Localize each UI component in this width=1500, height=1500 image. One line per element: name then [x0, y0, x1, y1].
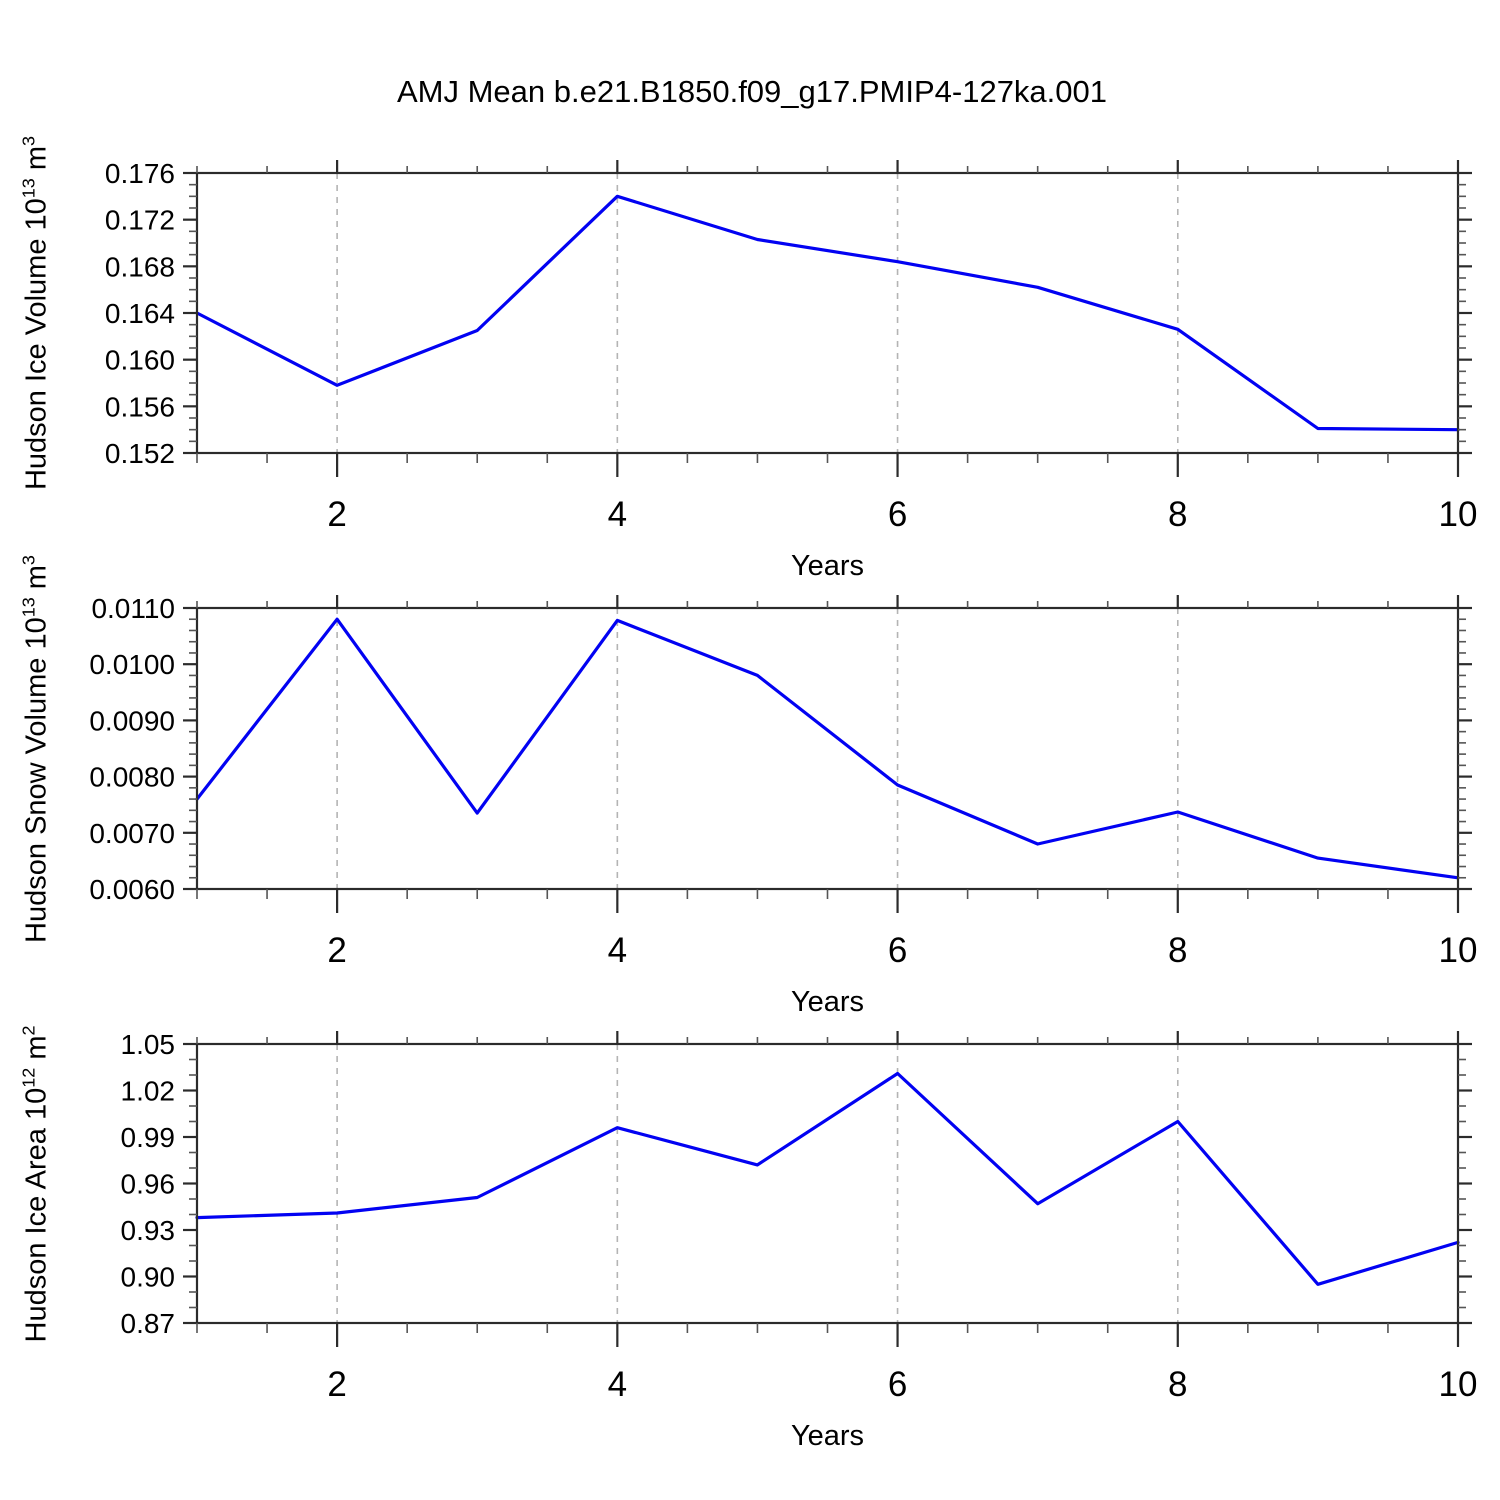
- data-line-series: [195, 617, 1460, 880]
- y-tick-label: 0.93: [121, 1215, 176, 1246]
- x-tick-label: 10: [1439, 495, 1478, 534]
- y-tick-label: 0.0060: [89, 874, 175, 905]
- axis-frame: [195, 171, 1460, 455]
- y-tick-label: 0.156: [105, 391, 175, 422]
- y-tick-label: 0.0080: [89, 762, 175, 793]
- axis-frame: [195, 606, 1460, 891]
- x-tick-label: 6: [888, 495, 907, 534]
- x-tick-label: 2: [327, 495, 346, 534]
- x-tick-label: 4: [608, 1365, 627, 1404]
- x-tick-label: 10: [1439, 931, 1478, 970]
- y-tick-label: 0.172: [105, 205, 175, 236]
- y-tick-label: 0.168: [105, 251, 175, 282]
- y-axis-label: Hudson Ice Volume 1013 m3: [18, 135, 53, 491]
- data-line-series: [195, 1071, 1460, 1286]
- y-tick-label: 0.90: [121, 1262, 176, 1293]
- panel-3: 1.05 1.02 0.99 0.96 0.93 0.90 0.87 2 4 6 8 10 Years: [121, 1029, 1478, 1452]
- x-tick-label: 6: [888, 931, 907, 970]
- y-axis-label: Hudson Ice Area 1012 m2: [18, 1025, 53, 1342]
- y-tick-label: 1.02: [121, 1076, 176, 1107]
- x-tick-label: 4: [608, 495, 627, 534]
- y-tick-label: 0.96: [121, 1169, 176, 1200]
- x-tick-label: 8: [1168, 1365, 1187, 1404]
- y-tick-label: 0.87: [121, 1308, 176, 1339]
- x-axis-label: Years: [791, 1420, 864, 1452]
- x-tick-label: 8: [1168, 495, 1187, 534]
- x-tick-label: 4: [608, 931, 627, 970]
- y-tick-label: 0.164: [105, 298, 175, 329]
- y-tick-label: 0.152: [105, 438, 175, 469]
- axis-frame: [195, 1042, 1460, 1325]
- chart-title: AMJ Mean b.e21.B1850.f09_g17.PMIP4-127ka…: [396, 74, 1108, 109]
- y-tick-label: 0.0090: [89, 705, 175, 736]
- y-tick-label: 0.0110: [91, 593, 175, 624]
- data-line-series: [195, 194, 1460, 432]
- y-axis-label: Hudson Snow Volume 1013 m3: [18, 554, 53, 943]
- x-tick-label: 2: [327, 931, 346, 970]
- panel-2: 0.0110 0.0100 0.0090 0.0080 0.0070 0.0060 2 4 6 8…: [89, 593, 1477, 1018]
- y-tick-label: 0.0100: [89, 649, 175, 680]
- x-tick-label: 2: [327, 1365, 346, 1404]
- x-tick-label: 6: [888, 1365, 907, 1404]
- y-tick-label: 0.99: [121, 1122, 176, 1153]
- x-tick-label: 8: [1168, 931, 1187, 970]
- y-tick-label: 0.0070: [89, 818, 175, 849]
- y-tick-label: 0.176: [105, 158, 175, 189]
- y-tick-label: 0.160: [105, 345, 175, 376]
- x-axis-label: Years: [791, 986, 864, 1018]
- panel-1: 0.176 0.172 0.168 0.164 0.160 0.156 0.152 2 4 6 8 1…: [105, 158, 1478, 582]
- x-axis-label: Years: [791, 550, 864, 582]
- x-tick-label: 10: [1439, 1365, 1478, 1404]
- y-tick-label: 1.05: [121, 1029, 176, 1060]
